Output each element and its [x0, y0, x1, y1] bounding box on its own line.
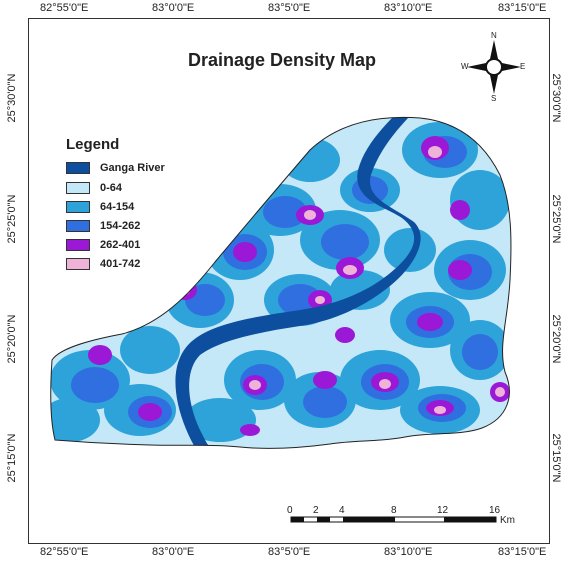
scale-tick-12: 12 [437, 505, 449, 516]
lon-label-top-4: 83°10'0"E [384, 2, 433, 14]
compass-east-label: E [520, 62, 526, 71]
legend-title: Legend [66, 136, 120, 153]
basin-boundary [50, 116, 512, 449]
legend-swatch [66, 201, 90, 213]
scale-bar [290, 516, 497, 523]
lon-label-top-3: 83°5'0"E [268, 2, 311, 14]
map-title: Drainage Density Map [187, 50, 377, 70]
scale-tick-4: 4 [339, 505, 345, 516]
legend-label: Ganga River [100, 162, 165, 174]
legend-label: 401-742 [100, 258, 141, 270]
scale-tick-8: 8 [391, 505, 397, 516]
legend-item-64-154: 64-154 [66, 200, 134, 214]
drainage-density-raster [50, 117, 511, 449]
compass-west-label: W [461, 62, 469, 71]
lon-label-top-1: 82°55'0"E [40, 2, 89, 14]
lon-label-bottom-2: 83°0'0"E [152, 546, 195, 558]
legend-item-401-742: 401-742 [66, 257, 140, 271]
north-arrow-icon [467, 40, 521, 94]
legend-item-262-401: 262-401 [66, 238, 140, 252]
scale-tick-2: 2 [313, 505, 319, 516]
legend-item-0-64: 0-64 [66, 181, 122, 195]
legend-item-154-262: 154-262 [66, 219, 140, 233]
legend-swatch [66, 258, 90, 270]
lon-label-bottom-1: 82°55'0"E [40, 546, 89, 558]
legend-label: 64-154 [100, 201, 135, 213]
scale-tick-16: 16 [489, 505, 501, 516]
lon-label-bottom-4: 83°10'0"E [384, 546, 433, 558]
scale-tick-0: 0 [287, 505, 293, 516]
legend-label: 0-64 [100, 182, 123, 194]
compass-north-label: N [491, 31, 497, 40]
lon-label-top-5: 83°15'0"E [498, 2, 547, 14]
legend-swatch [66, 220, 90, 232]
legend-swatch [66, 182, 90, 194]
lon-label-bottom-3: 83°5'0"E [268, 546, 311, 558]
compass-south-label: S [491, 94, 497, 103]
legend-label: 154-262 [100, 220, 141, 232]
legend-label: 262-401 [100, 239, 141, 251]
lon-label-top-2: 83°0'0"E [152, 2, 195, 14]
scale-unit: Km [500, 515, 515, 526]
legend-item-ganga-river: Ganga River [66, 161, 165, 175]
lon-label-bottom-5: 83°15'0"E [498, 546, 547, 558]
legend-swatch [66, 162, 90, 174]
legend-swatch [66, 239, 90, 251]
